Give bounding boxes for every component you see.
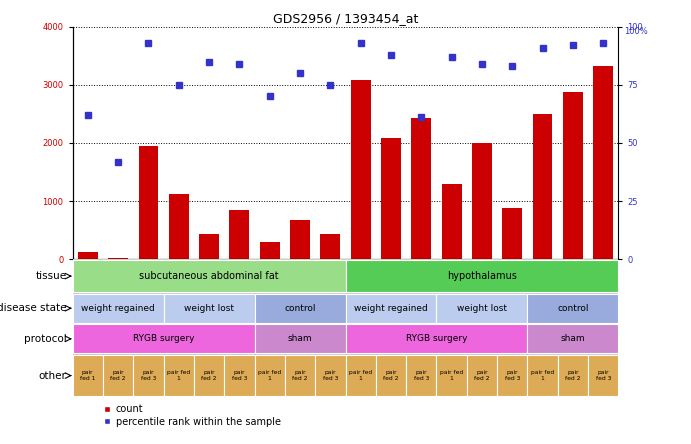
- Bar: [346, 356, 376, 396]
- Text: tissue: tissue: [35, 271, 66, 281]
- Text: pair
fed 2: pair fed 2: [474, 370, 490, 381]
- Bar: [376, 356, 406, 396]
- Text: hypothalamus: hypothalamus: [447, 271, 517, 281]
- Bar: [437, 294, 527, 323]
- Bar: [558, 356, 588, 396]
- Bar: [527, 325, 618, 353]
- Text: pair fed
1: pair fed 1: [349, 370, 372, 381]
- Title: GDS2956 / 1393454_at: GDS2956 / 1393454_at: [273, 12, 418, 25]
- Bar: [254, 325, 346, 353]
- Text: pair
fed 3: pair fed 3: [504, 370, 520, 381]
- Bar: [527, 356, 558, 396]
- Text: subcutaneous abdominal fat: subcutaneous abdominal fat: [139, 271, 279, 281]
- Bar: [533, 115, 553, 259]
- Text: RYGB surgery: RYGB surgery: [406, 334, 467, 343]
- Text: RYGB surgery: RYGB surgery: [133, 334, 194, 343]
- Text: other: other: [39, 371, 66, 381]
- Text: pair
fed 3: pair fed 3: [141, 370, 156, 381]
- Bar: [346, 294, 437, 323]
- Bar: [467, 356, 497, 396]
- Bar: [406, 356, 437, 396]
- Text: pair fed
1: pair fed 1: [531, 370, 554, 381]
- Bar: [73, 356, 103, 396]
- Text: pair
fed 3: pair fed 3: [323, 370, 338, 381]
- Bar: [164, 294, 254, 323]
- Text: weight regained: weight regained: [81, 304, 155, 313]
- Bar: [563, 92, 583, 259]
- Text: weight regained: weight regained: [354, 304, 428, 313]
- Bar: [346, 325, 527, 353]
- Bar: [73, 294, 164, 323]
- Bar: [442, 184, 462, 259]
- Text: pair fed
1: pair fed 1: [258, 370, 281, 381]
- Text: protocol: protocol: [23, 334, 66, 344]
- Bar: [411, 118, 431, 259]
- Bar: [73, 325, 254, 353]
- Bar: [78, 252, 97, 259]
- Bar: [229, 210, 249, 259]
- Bar: [437, 356, 467, 396]
- Text: pair fed
1: pair fed 1: [167, 370, 190, 381]
- Legend: count, percentile rank within the sample: count, percentile rank within the sample: [100, 400, 285, 431]
- Bar: [254, 294, 346, 323]
- Bar: [224, 356, 254, 396]
- Bar: [527, 294, 618, 323]
- Text: pair
fed 2: pair fed 2: [111, 370, 126, 381]
- Text: weight lost: weight lost: [184, 304, 234, 313]
- Text: control: control: [284, 304, 316, 313]
- Bar: [133, 356, 164, 396]
- Bar: [285, 356, 315, 396]
- Bar: [164, 356, 194, 396]
- Bar: [73, 260, 346, 292]
- Text: control: control: [557, 304, 589, 313]
- Bar: [254, 356, 285, 396]
- Bar: [502, 208, 522, 259]
- Text: pair
fed 3: pair fed 3: [414, 370, 429, 381]
- Bar: [108, 258, 128, 259]
- Bar: [138, 146, 158, 259]
- Bar: [194, 356, 224, 396]
- Bar: [321, 234, 340, 259]
- Text: pair
fed 2: pair fed 2: [384, 370, 399, 381]
- Text: pair fed
1: pair fed 1: [440, 370, 463, 381]
- Bar: [381, 138, 401, 259]
- Text: 100%: 100%: [624, 27, 647, 36]
- Text: sham: sham: [560, 334, 585, 343]
- Text: sham: sham: [287, 334, 312, 343]
- Bar: [497, 356, 527, 396]
- Text: weight lost: weight lost: [457, 304, 507, 313]
- Text: pair
fed 1: pair fed 1: [80, 370, 95, 381]
- Bar: [472, 143, 492, 259]
- Bar: [199, 234, 219, 259]
- Text: pair
fed 3: pair fed 3: [596, 370, 611, 381]
- Bar: [260, 242, 280, 259]
- Text: pair
fed 2: pair fed 2: [292, 370, 307, 381]
- Text: pair
fed 2: pair fed 2: [201, 370, 217, 381]
- Bar: [594, 66, 613, 259]
- Bar: [588, 356, 618, 396]
- Bar: [290, 220, 310, 259]
- Text: pair
fed 3: pair fed 3: [231, 370, 247, 381]
- Text: disease state: disease state: [0, 303, 66, 313]
- Bar: [346, 260, 618, 292]
- Bar: [315, 356, 346, 396]
- Bar: [169, 194, 189, 259]
- Bar: [103, 356, 133, 396]
- Text: pair
fed 2: pair fed 2: [565, 370, 580, 381]
- Bar: [351, 80, 370, 259]
